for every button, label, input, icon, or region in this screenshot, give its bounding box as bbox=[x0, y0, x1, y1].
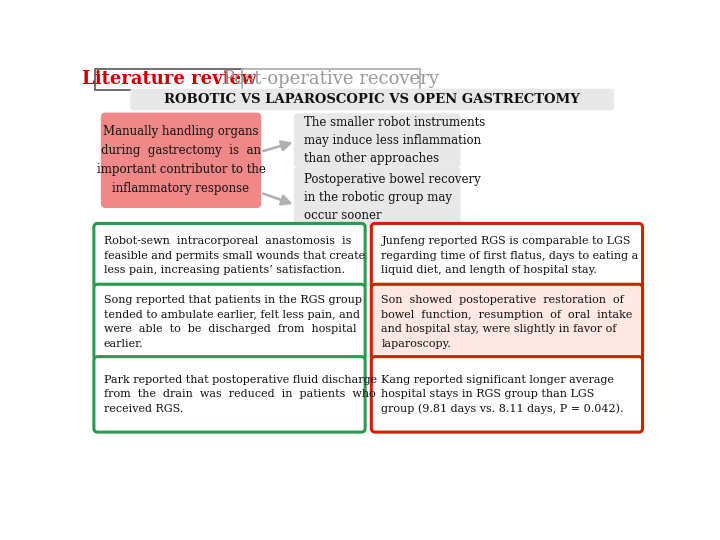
FancyBboxPatch shape bbox=[294, 167, 461, 227]
FancyBboxPatch shape bbox=[94, 284, 365, 360]
Text: Literature review: Literature review bbox=[82, 70, 256, 89]
Text: Junfeng reported RGS is comparable to LGS
regarding time of first flatus, days t: Junfeng reported RGS is comparable to LG… bbox=[382, 237, 639, 275]
FancyBboxPatch shape bbox=[101, 112, 261, 208]
Text: Robot-sewn  intracorporeal  anastomosis  is
feasible and permits small wounds th: Robot-sewn intracorporeal anastomosis is… bbox=[104, 237, 365, 275]
Text: Song reported that patients in the RGS group
tended to ambulate earlier, felt le: Song reported that patients in the RGS g… bbox=[104, 295, 362, 349]
FancyBboxPatch shape bbox=[242, 69, 420, 90]
Text: Kang reported significant longer average
hospital stays in RGS group than LGS
gr: Kang reported significant longer average… bbox=[382, 375, 624, 414]
Text: Postoperative bowel recovery
in the robotic group may
occur sooner: Postoperative bowel recovery in the robo… bbox=[304, 173, 481, 222]
Text: The smaller robot instruments
may induce less inflammation
than other approaches: The smaller robot instruments may induce… bbox=[304, 116, 485, 165]
FancyBboxPatch shape bbox=[294, 113, 461, 167]
FancyBboxPatch shape bbox=[372, 284, 642, 360]
Text: Park reported that postoperative fluid discharge
from  the  drain  was  reduced : Park reported that postoperative fluid d… bbox=[104, 375, 377, 414]
FancyBboxPatch shape bbox=[94, 356, 365, 432]
Text: Son  showed  postoperative  restoration  of
bowel  function,  resumption  of  or: Son showed postoperative restoration of … bbox=[382, 295, 633, 349]
Text: Manually handling organs
during  gastrectomy  is  an
important contributor to th: Manually handling organs during gastrect… bbox=[96, 125, 266, 195]
FancyBboxPatch shape bbox=[96, 69, 243, 90]
FancyBboxPatch shape bbox=[130, 89, 614, 110]
FancyBboxPatch shape bbox=[372, 356, 642, 432]
Text: Post-operative recovery: Post-operative recovery bbox=[223, 70, 439, 89]
Text: ROBOTIC VS LAPAROSCOPIC VS OPEN GASTRECTOMY: ROBOTIC VS LAPAROSCOPIC VS OPEN GASTRECT… bbox=[164, 93, 580, 106]
FancyBboxPatch shape bbox=[94, 224, 365, 288]
FancyBboxPatch shape bbox=[372, 224, 642, 288]
